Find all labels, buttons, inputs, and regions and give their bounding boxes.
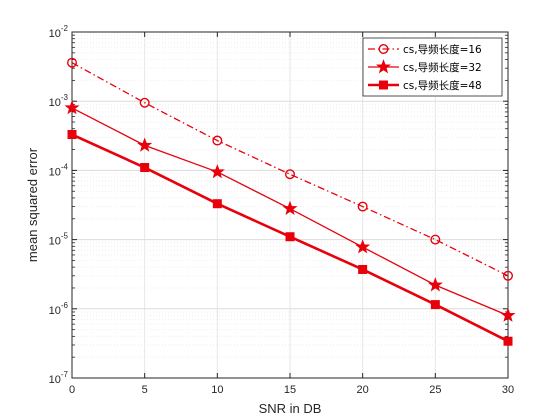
legend: cs,导频长度=16 cs,导频长度=32 cs,导频长度=48	[362, 37, 503, 97]
data-point-series-2	[137, 137, 153, 152]
data-point-series-3	[430, 300, 440, 310]
data-point-series-2	[427, 277, 443, 292]
y-tick-label: 10-2	[49, 24, 69, 40]
x-tick-label: 15	[284, 384, 296, 396]
legend-label-3: cs,导频长度=48	[403, 79, 482, 92]
data-point-series-2	[355, 239, 371, 254]
data-point-series-2	[282, 200, 298, 216]
data-point-series-1	[357, 201, 368, 212]
y-tick-label: 10-7	[49, 370, 69, 386]
data-point-series-3	[212, 199, 222, 209]
x-tick-label: 5	[142, 384, 148, 396]
data-point-series-2	[500, 307, 516, 322]
y-tick-label: 10-4	[49, 162, 69, 178]
legend-label-1: cs,导频长度=16	[403, 43, 482, 56]
data-point-series-1	[503, 270, 514, 281]
axes: 0 5 10 15 20 25 30 10-7 10-6 10-5 10-4 10-3 10-2	[49, 24, 515, 396]
data-point-series-1	[66, 57, 77, 68]
legend-marker-1	[378, 44, 389, 55]
y-tick-label: 10-3	[49, 93, 69, 109]
x-tick-label: 25	[429, 384, 441, 396]
data-point-series-2	[209, 164, 225, 179]
data-point-series-3	[67, 130, 77, 140]
series-line-1	[71, 62, 509, 277]
y-tick-label: 10-6	[49, 301, 69, 317]
data-point-series-1	[212, 135, 223, 146]
x-tick-label: 20	[357, 384, 369, 396]
legend-label-2: cs,导频长度=32	[403, 61, 482, 74]
data-point-series-3	[358, 264, 368, 274]
data-point-series-3	[140, 163, 150, 173]
legend-marker-3	[379, 80, 388, 90]
x-tick-label: 30	[502, 384, 514, 396]
x-tick-label: 0	[69, 384, 75, 396]
data-point-series-2	[64, 100, 80, 115]
y-axis-label: mean squared error	[25, 147, 40, 262]
data-point-series-3	[285, 232, 295, 242]
data-point-series-1	[430, 234, 441, 245]
series-group	[64, 57, 516, 346]
data-point-series-1	[285, 169, 296, 180]
data-point-series-1	[139, 97, 150, 108]
x-tick-label: 10	[211, 384, 223, 396]
y-tick-label: 10-5	[49, 232, 69, 248]
data-point-series-3	[503, 336, 513, 346]
x-axis-label: SNR in DB	[259, 401, 322, 416]
legend-marker-2	[376, 59, 391, 74]
